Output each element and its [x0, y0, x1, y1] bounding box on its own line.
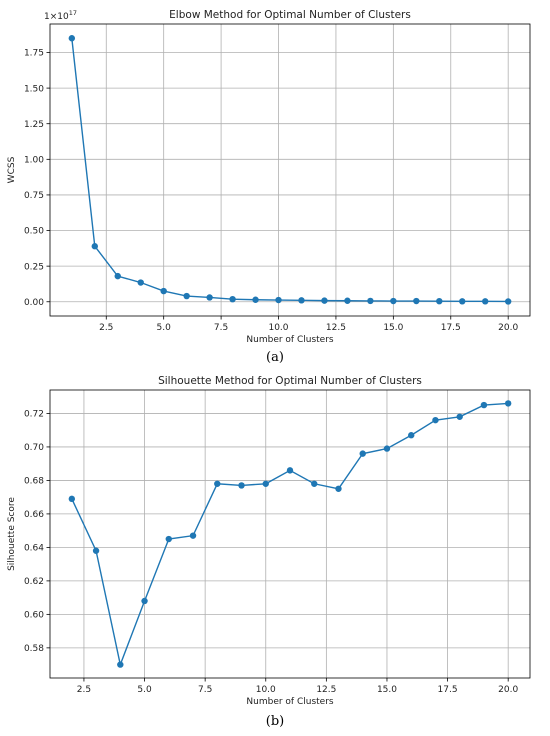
y-tick-label: 0.62 [24, 577, 44, 587]
x-tick-label: 2.5 [99, 323, 113, 333]
silhouette-chart-svg: 2.5 5.0 7.5 10.0 12.5 15.0 17.5 20.0 0.58 0.60 0.6… [7, 375, 531, 707]
caption-b: (b) [265, 714, 285, 729]
chart-title: Silhouette Method for Optimal Number of … [158, 375, 422, 387]
x-tick-label: 10.0 [256, 685, 276, 695]
y-tick-label: 0.75 [24, 191, 44, 201]
x-tick-label: 2.5 [77, 685, 91, 695]
data-point [238, 482, 245, 489]
x-tick-label: 15.0 [377, 685, 397, 695]
data-point [68, 35, 76, 42]
y-scale-multiplier: 1×1017 [44, 9, 77, 22]
data-point [68, 495, 76, 503]
data-point [206, 294, 213, 301]
data-point [359, 450, 366, 457]
data-point [286, 467, 294, 474]
data-point [504, 298, 512, 305]
y-tick-label: 1.25 [24, 120, 44, 130]
data-point [92, 547, 100, 554]
x-tick-label: 17.5 [441, 323, 461, 333]
x-tick-label: 17.5 [438, 685, 458, 695]
x-tick-label: 10.0 [268, 323, 288, 333]
x-tick-label: 12.5 [316, 685, 336, 695]
x-tick-label: 5.0 [137, 685, 152, 695]
data-point [335, 485, 342, 492]
y-tick-label: 0.72 [24, 410, 44, 420]
data-point [408, 432, 415, 439]
y-tick-label: 0.64 [24, 544, 44, 554]
x-axis-label: Number of Clusters [246, 697, 333, 707]
elbow-chart: 2.5 5.0 7.5 10.0 12.5 15.0 17.5 20.0 0.00 0.25 0.5… [0, 0, 550, 350]
data-point [137, 279, 144, 286]
x-tick-label: 12.5 [326, 323, 346, 333]
axes-frame [49, 389, 531, 679]
data-point [413, 297, 420, 305]
y-tick-label: 0.58 [24, 644, 44, 654]
y-tick-label: 0.68 [24, 477, 44, 487]
data-point [189, 532, 197, 539]
silhouette-chart: 2.5 5.0 7.5 10.0 12.5 15.0 17.5 20.0 0.58 0.60 0.6… [0, 368, 550, 708]
data-point [165, 535, 172, 543]
data-point [275, 296, 282, 304]
series-line [71, 38, 509, 303]
x-tick-label: 7.5 [198, 685, 212, 695]
x-tick-label: 20.0 [498, 685, 518, 695]
data-point [480, 401, 488, 409]
data-point [252, 296, 259, 303]
y-tick-label: 1.50 [24, 84, 44, 94]
data-point [504, 400, 512, 407]
data-point [183, 292, 190, 300]
y-tick-label: 0.66 [24, 510, 44, 520]
data-point [456, 413, 463, 420]
x-axis-label: Number of Clusters [246, 335, 333, 345]
data-point [214, 480, 221, 487]
data-point [117, 661, 124, 668]
data-point [229, 295, 236, 303]
data-point [160, 287, 167, 295]
series-line [71, 402, 509, 668]
x-tick-label: 15.0 [383, 323, 403, 333]
data-point [390, 297, 397, 305]
caption-a: (a) [266, 350, 284, 365]
chart-title: Elbow Method for Optimal Number of Clust… [169, 9, 411, 21]
data-point [141, 597, 148, 605]
data-point [344, 297, 351, 304]
data-point [262, 480, 269, 487]
y-tick-label: 0.00 [24, 298, 44, 308]
y-axis-label: Silhouette Score [7, 497, 17, 571]
y-tick-label: 0.25 [24, 262, 44, 272]
data-point [298, 297, 305, 304]
data-point [114, 272, 121, 280]
axes-frame [49, 23, 531, 317]
data-point [459, 298, 466, 305]
y-tick-label: 0.70 [24, 443, 44, 453]
elbow-chart-svg: 2.5 5.0 7.5 10.0 12.5 15.0 17.5 20.0 0.00 0.25 0.5… [7, 9, 531, 345]
x-tick-label: 20.0 [498, 323, 518, 333]
data-point [311, 480, 318, 487]
data-point [383, 445, 391, 452]
y-axis-label: WCSS [7, 156, 17, 183]
data-point [432, 416, 439, 424]
data-point [367, 297, 374, 305]
y-tick-label: 0.60 [24, 611, 44, 621]
y-tick-label: 0.50 [24, 227, 44, 237]
data-point [321, 297, 328, 304]
data-point [436, 297, 443, 305]
x-tick-label: 7.5 [214, 323, 228, 333]
y-tick-label: 1.75 [24, 49, 44, 59]
data-point [91, 243, 98, 250]
y-tick-label: 1.00 [24, 156, 44, 166]
data-point [482, 298, 489, 305]
x-tick-label: 5.0 [157, 323, 172, 333]
